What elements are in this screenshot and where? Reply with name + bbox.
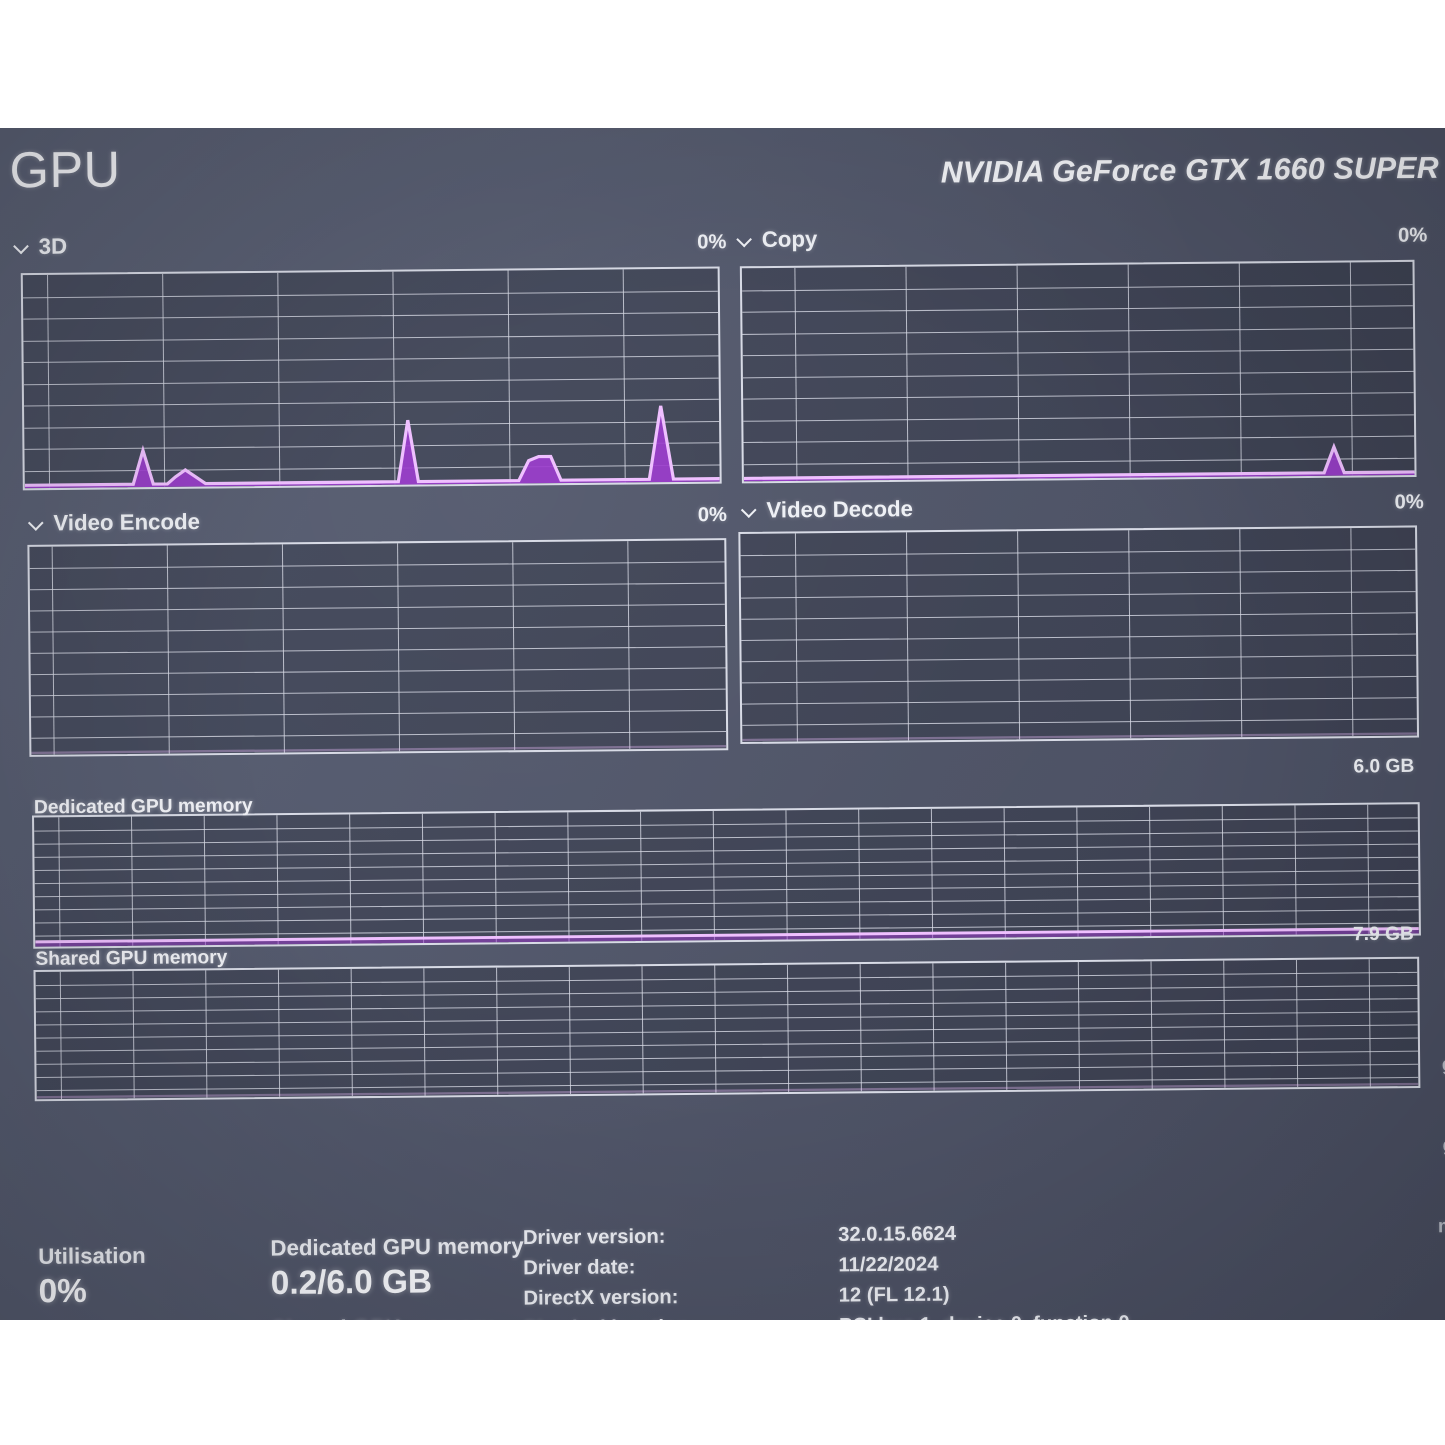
trace-shared-gpu-memory	[36, 959, 1419, 1100]
detail-value-driver-version: 32.0.15.6624	[838, 1222, 957, 1247]
detail-key-directx-version: DirectX version:	[523, 1286, 679, 1310]
engine-percent-video-decode: 0%	[1394, 491, 1424, 514]
engine-header-3d[interactable]: 3D	[14, 233, 68, 260]
engine-percent-copy: 0%	[1397, 224, 1428, 247]
engine-percent-3d: 0%	[697, 231, 727, 254]
graph-video-decode	[738, 525, 1420, 745]
stat-key-dedicated-gpu-memory: Dedicated GPU memory	[270, 1232, 524, 1261]
stat-key-utilisation: Utilisation	[38, 1242, 146, 1269]
trace-video-encode	[29, 540, 727, 755]
graph-copy	[739, 259, 1417, 484]
graph-video-encode	[27, 538, 729, 757]
detail-key-driver-version: Driver version:	[522, 1225, 666, 1250]
graph-3d	[20, 266, 722, 491]
detail-value-driver-date: 11/22/2024	[838, 1253, 939, 1277]
engine-header-copy[interactable]: Copy	[737, 226, 818, 253]
edge-fragment-4: m	[1437, 1215, 1445, 1238]
chevron-down-icon	[737, 233, 752, 242]
stat-key-shared-gpu-memory: Shared GPU memory	[271, 1314, 524, 1320]
trace-video-decode	[740, 527, 1418, 742]
dedicated-memory-capacity: 6.0 GB	[1353, 755, 1415, 778]
detail-value-directx-version: 12 (FL 12.1)	[838, 1283, 950, 1307]
trace-3d	[23, 269, 720, 489]
stat-group-middle: Dedicated GPU memory 0.2/6.0 GB Shared G…	[270, 1233, 525, 1320]
gpu-model-label: NVIDIA GeForce GTX 1660 SUPER	[940, 151, 1440, 190]
chevron-down-icon	[29, 517, 44, 526]
stat-value-dedicated-gpu-memory: 0.2/6.0 GB	[270, 1262, 433, 1302]
stat-group-left: Utilisation 0% GPU Memory 0.3/13.9 GB	[38, 1242, 219, 1320]
page-title: GPU	[9, 140, 121, 199]
dedicated-memory-label: Dedicated GPU memory	[33, 795, 253, 819]
trace-copy	[742, 262, 1415, 482]
engine-header-video-encode[interactable]: Video Encode	[29, 509, 200, 537]
engine-label-copy: Copy	[761, 226, 818, 252]
task-manager-gpu-page: GPU NVIDIA GeForce GTX 1660 SUPER 3D 0%	[0, 128, 1445, 1320]
engine-header-video-decode[interactable]: Video Decode	[742, 496, 913, 524]
gpu-details-table: Driver version: 32.0.15.6624 Driver date…	[523, 1221, 1130, 1320]
stat-value-utilisation: 0%	[38, 1271, 87, 1310]
chevron-down-icon	[742, 504, 757, 513]
detail-key-driver-date: Driver date:	[523, 1256, 636, 1280]
engine-percent-video-encode: 0%	[697, 503, 728, 527]
shared-memory-label: Shared GPU memory	[35, 946, 228, 970]
engine-label-3d: 3D	[38, 233, 68, 259]
monitor-photo-area: GPU NVIDIA GeForce GTX 1660 SUPER 3D 0%	[0, 128, 1445, 1320]
trace-dedicated-gpu-memory	[34, 804, 1419, 947]
chevron-down-icon	[14, 240, 29, 249]
graph-shared-gpu-memory	[33, 956, 1421, 1102]
engine-label-video-encode: Video Encode	[53, 508, 201, 536]
engine-label-video-decode: Video Decode	[766, 495, 914, 523]
shared-memory-capacity: 7.9 GB	[1352, 923, 1414, 946]
graph-dedicated-gpu-memory	[32, 802, 1421, 949]
